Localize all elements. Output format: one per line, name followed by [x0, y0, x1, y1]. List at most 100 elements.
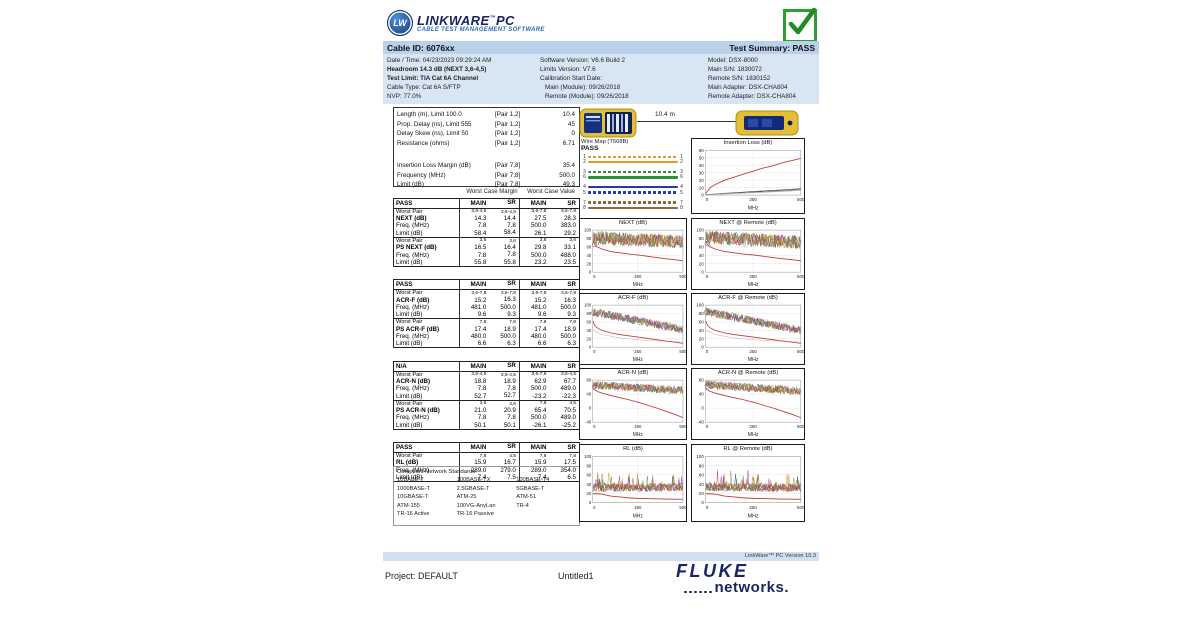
y-tick-label: 40 — [699, 163, 704, 168]
result-row: NEXT (dB) 14.3 14.4 27.5 28.3 — [394, 214, 579, 223]
measurement-trace — [593, 230, 683, 249]
test-summary: Test Summary: PASS — [729, 42, 815, 53]
result-value: 16.4 — [489, 244, 520, 252]
y-tick-label: 40 — [699, 253, 705, 258]
measurement-trace — [593, 310, 683, 334]
y-tick-label: 60 — [699, 472, 704, 477]
status-cell: PASS — [394, 443, 460, 452]
worst-pair-label: Worst Pair — [394, 400, 460, 408]
column-header: MAIN — [470, 444, 487, 452]
chart-plot: 0 20 40 60 80 100 0 250 500 MHz — [584, 454, 686, 520]
standards-columns: 10BASE-T 1000BASE-T 10GBASE-T ATM-155 TR-16 … — [397, 476, 576, 519]
result-label: Freq. (MHz) — [394, 414, 460, 422]
measurements-table: Length (m), Limit 100.0 [Pair 1,2] 10.4 Pro… — [393, 107, 580, 189]
y-tick-label: 20 — [586, 261, 591, 266]
y-tick-label: 50 — [699, 155, 704, 160]
worst-pair-row: Worst Pair 3,6 3,6 7,8 4,5 — [394, 399, 579, 408]
measurement-pair: [Pair 7,8] — [495, 171, 521, 179]
measurement-label: Prop. Delay (ns), Limit 555 — [397, 120, 472, 128]
result-value: -26.1 — [532, 421, 547, 429]
result-table-header: PASS MAIN SR MAIN SR — [394, 443, 579, 453]
x-tick-label: 250 — [749, 424, 757, 429]
wire-number-right: 3 — [680, 168, 683, 175]
worst-pair-value: 3,6-7,8 — [531, 372, 547, 378]
worst-point-marker — [703, 309, 710, 315]
x-axis-label: MHz — [748, 282, 759, 288]
wire-number-left: 2 — [583, 159, 586, 166]
result-value: 52.7 — [474, 392, 487, 400]
y-tick-label: 0 — [589, 345, 592, 350]
result-value: 289.0 — [530, 466, 547, 474]
result-label: ACR-F (dB) — [394, 296, 460, 304]
result-value: 9.6 — [477, 311, 487, 319]
result-label: RL (dB) — [394, 459, 460, 467]
result-value: 6.3 — [489, 340, 520, 348]
result-value: 15.2 — [474, 296, 487, 304]
fluke-logo-bottom: networks. — [676, 579, 789, 596]
worst-pair-value: 3,6-7,8 — [531, 209, 547, 215]
wire-number-left: 1 — [583, 153, 586, 160]
measurement-value: 45 — [567, 120, 575, 128]
column-header: MAIN — [530, 444, 547, 452]
result-value: 6.6 — [537, 340, 547, 348]
y-tick-label: 60 — [699, 320, 705, 325]
info-line: Calibration Start Date: — [540, 75, 602, 82]
x-tick-label: 500 — [797, 349, 804, 354]
result-value: 500.0 — [560, 332, 576, 340]
chart-acrn: ACR-N (dB) -40 0 40 80 0 250 500 MHz — [579, 368, 687, 440]
measurement-pair: [Pair 7,8] — [495, 162, 521, 170]
y-tick-label: 80 — [586, 463, 591, 468]
info-line: Software Version: V6.6 Build 2 — [540, 57, 626, 64]
info-line: Main (Module): 09/26/2018 — [545, 84, 621, 91]
result-value: 16.5 — [474, 244, 487, 252]
measurement-pair: [Pair 1,2] — [495, 120, 521, 128]
wire-line — [588, 206, 678, 210]
cable-id: Cable ID: 6076xx — [387, 42, 455, 53]
result-row: Limit (dB) 58.4 58.4 26.1 29.2 — [394, 229, 579, 237]
result-value: 58.4 — [474, 229, 487, 237]
info-column: Software Version: V6.6 Build 2 Limits Ver… — [540, 56, 629, 101]
result-value: 21.0 — [474, 407, 487, 415]
y-tick-label: 80 — [699, 463, 704, 468]
column-header: SR — [489, 443, 520, 452]
chart-next: NEXT (dB) 0 20 40 60 80 100 0 250 500 MHz — [579, 218, 687, 290]
standard-item: TR-16 Passive — [456, 511, 494, 518]
chart-title: ACR-F @ Remote (dB) — [718, 295, 778, 301]
result-row: Limit (dB) 50.1 50.1 -26.1 -25.2 — [394, 421, 579, 429]
measurement-row: Frequency (MHz) [Pair 7,8] 500.0 — [394, 171, 579, 181]
measurement-value: 0 — [571, 130, 575, 138]
column-header: SR — [489, 280, 520, 290]
measurement-row: Resistance (ohms) [Pair 1,2] 6.71 — [394, 139, 579, 149]
info-line: Main S/N: 1830072 — [708, 66, 762, 73]
y-tick-label: 0 — [701, 193, 704, 198]
wire-number-right: 1 — [680, 153, 683, 160]
result-value: 289.0 — [470, 466, 487, 474]
info-line: Date / Time: 04/23/2023 09:29:24 AM — [387, 57, 492, 64]
y-tick-label: 20 — [699, 491, 704, 496]
y-tick-label: 80 — [586, 311, 591, 316]
result-label: Limit (dB) — [394, 340, 460, 348]
aux-limit-line — [705, 330, 801, 343]
x-tick-label: 250 — [749, 349, 757, 354]
result-value: 18.9 — [563, 325, 576, 333]
wire-number-left: 4 — [583, 184, 586, 191]
measurement-pair: [Pair 1,2] — [495, 130, 521, 138]
y-tick-label: 60 — [586, 472, 591, 477]
result-value: 18.8 — [474, 377, 487, 385]
measurement-value: 6.71 — [562, 139, 575, 147]
measurement-trace — [705, 189, 801, 196]
x-tick-label: 500 — [679, 349, 686, 354]
measurement-value: 49.3 — [562, 181, 575, 189]
column-header: MAIN — [530, 362, 547, 370]
info-line: Headroom 14.3 dB (NEXT 3,6-4,5) — [387, 66, 487, 73]
test-info-block: Date / Time: 04/23/2023 09:29:24 AM Headr… — [383, 54, 819, 104]
standard-item: ATM-51 — [516, 494, 536, 501]
